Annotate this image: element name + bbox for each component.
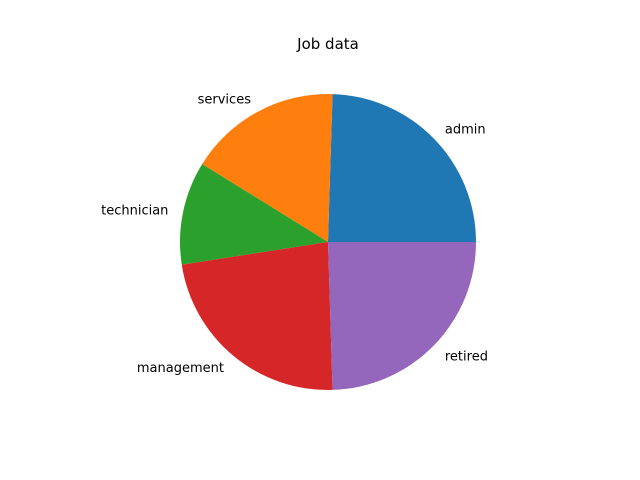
pie-label-management: management	[137, 361, 224, 376]
pie-label-admin: admin	[445, 123, 486, 138]
pie-labels: admin services technician management retired	[101, 93, 488, 377]
pie-label-retired: retired	[445, 349, 488, 364]
pie-slice-management	[181, 242, 333, 390]
pie-slice-technician	[180, 164, 328, 265]
pie-slice-services	[202, 94, 333, 242]
chart-title: Job data	[296, 35, 359, 53]
pie-slices	[180, 94, 476, 390]
pie-slice-retired	[328, 242, 476, 390]
pie-slice-admin	[328, 94, 476, 242]
pie-label-technician: technician	[101, 204, 168, 219]
pie-label-services: services	[198, 93, 252, 108]
